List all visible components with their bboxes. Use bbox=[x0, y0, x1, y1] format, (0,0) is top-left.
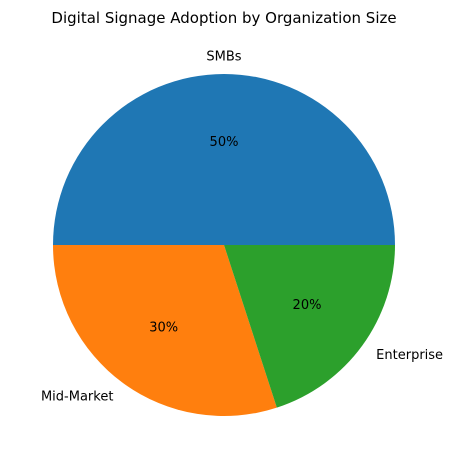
slice-percent-enterprise: 20% bbox=[293, 298, 322, 313]
pie-slice-smbs bbox=[53, 74, 395, 245]
pie-labels: SMBs 50% Mid-Market 30% Enterprise 20% bbox=[41, 49, 443, 404]
slice-percent-smbs: 50% bbox=[210, 135, 239, 150]
pie-slice-mid-market bbox=[53, 245, 277, 417]
pie-slices bbox=[53, 74, 395, 417]
slice-label-smbs: SMBs bbox=[206, 49, 241, 64]
chart-title: Digital Signage Adoption by Organization… bbox=[51, 9, 396, 27]
slice-label-mid-market: Mid-Market bbox=[41, 390, 113, 405]
slice-percent-mid-market: 30% bbox=[149, 321, 178, 336]
pie-slice-enterprise bbox=[224, 245, 395, 408]
slice-label-enterprise: Enterprise bbox=[376, 348, 443, 363]
